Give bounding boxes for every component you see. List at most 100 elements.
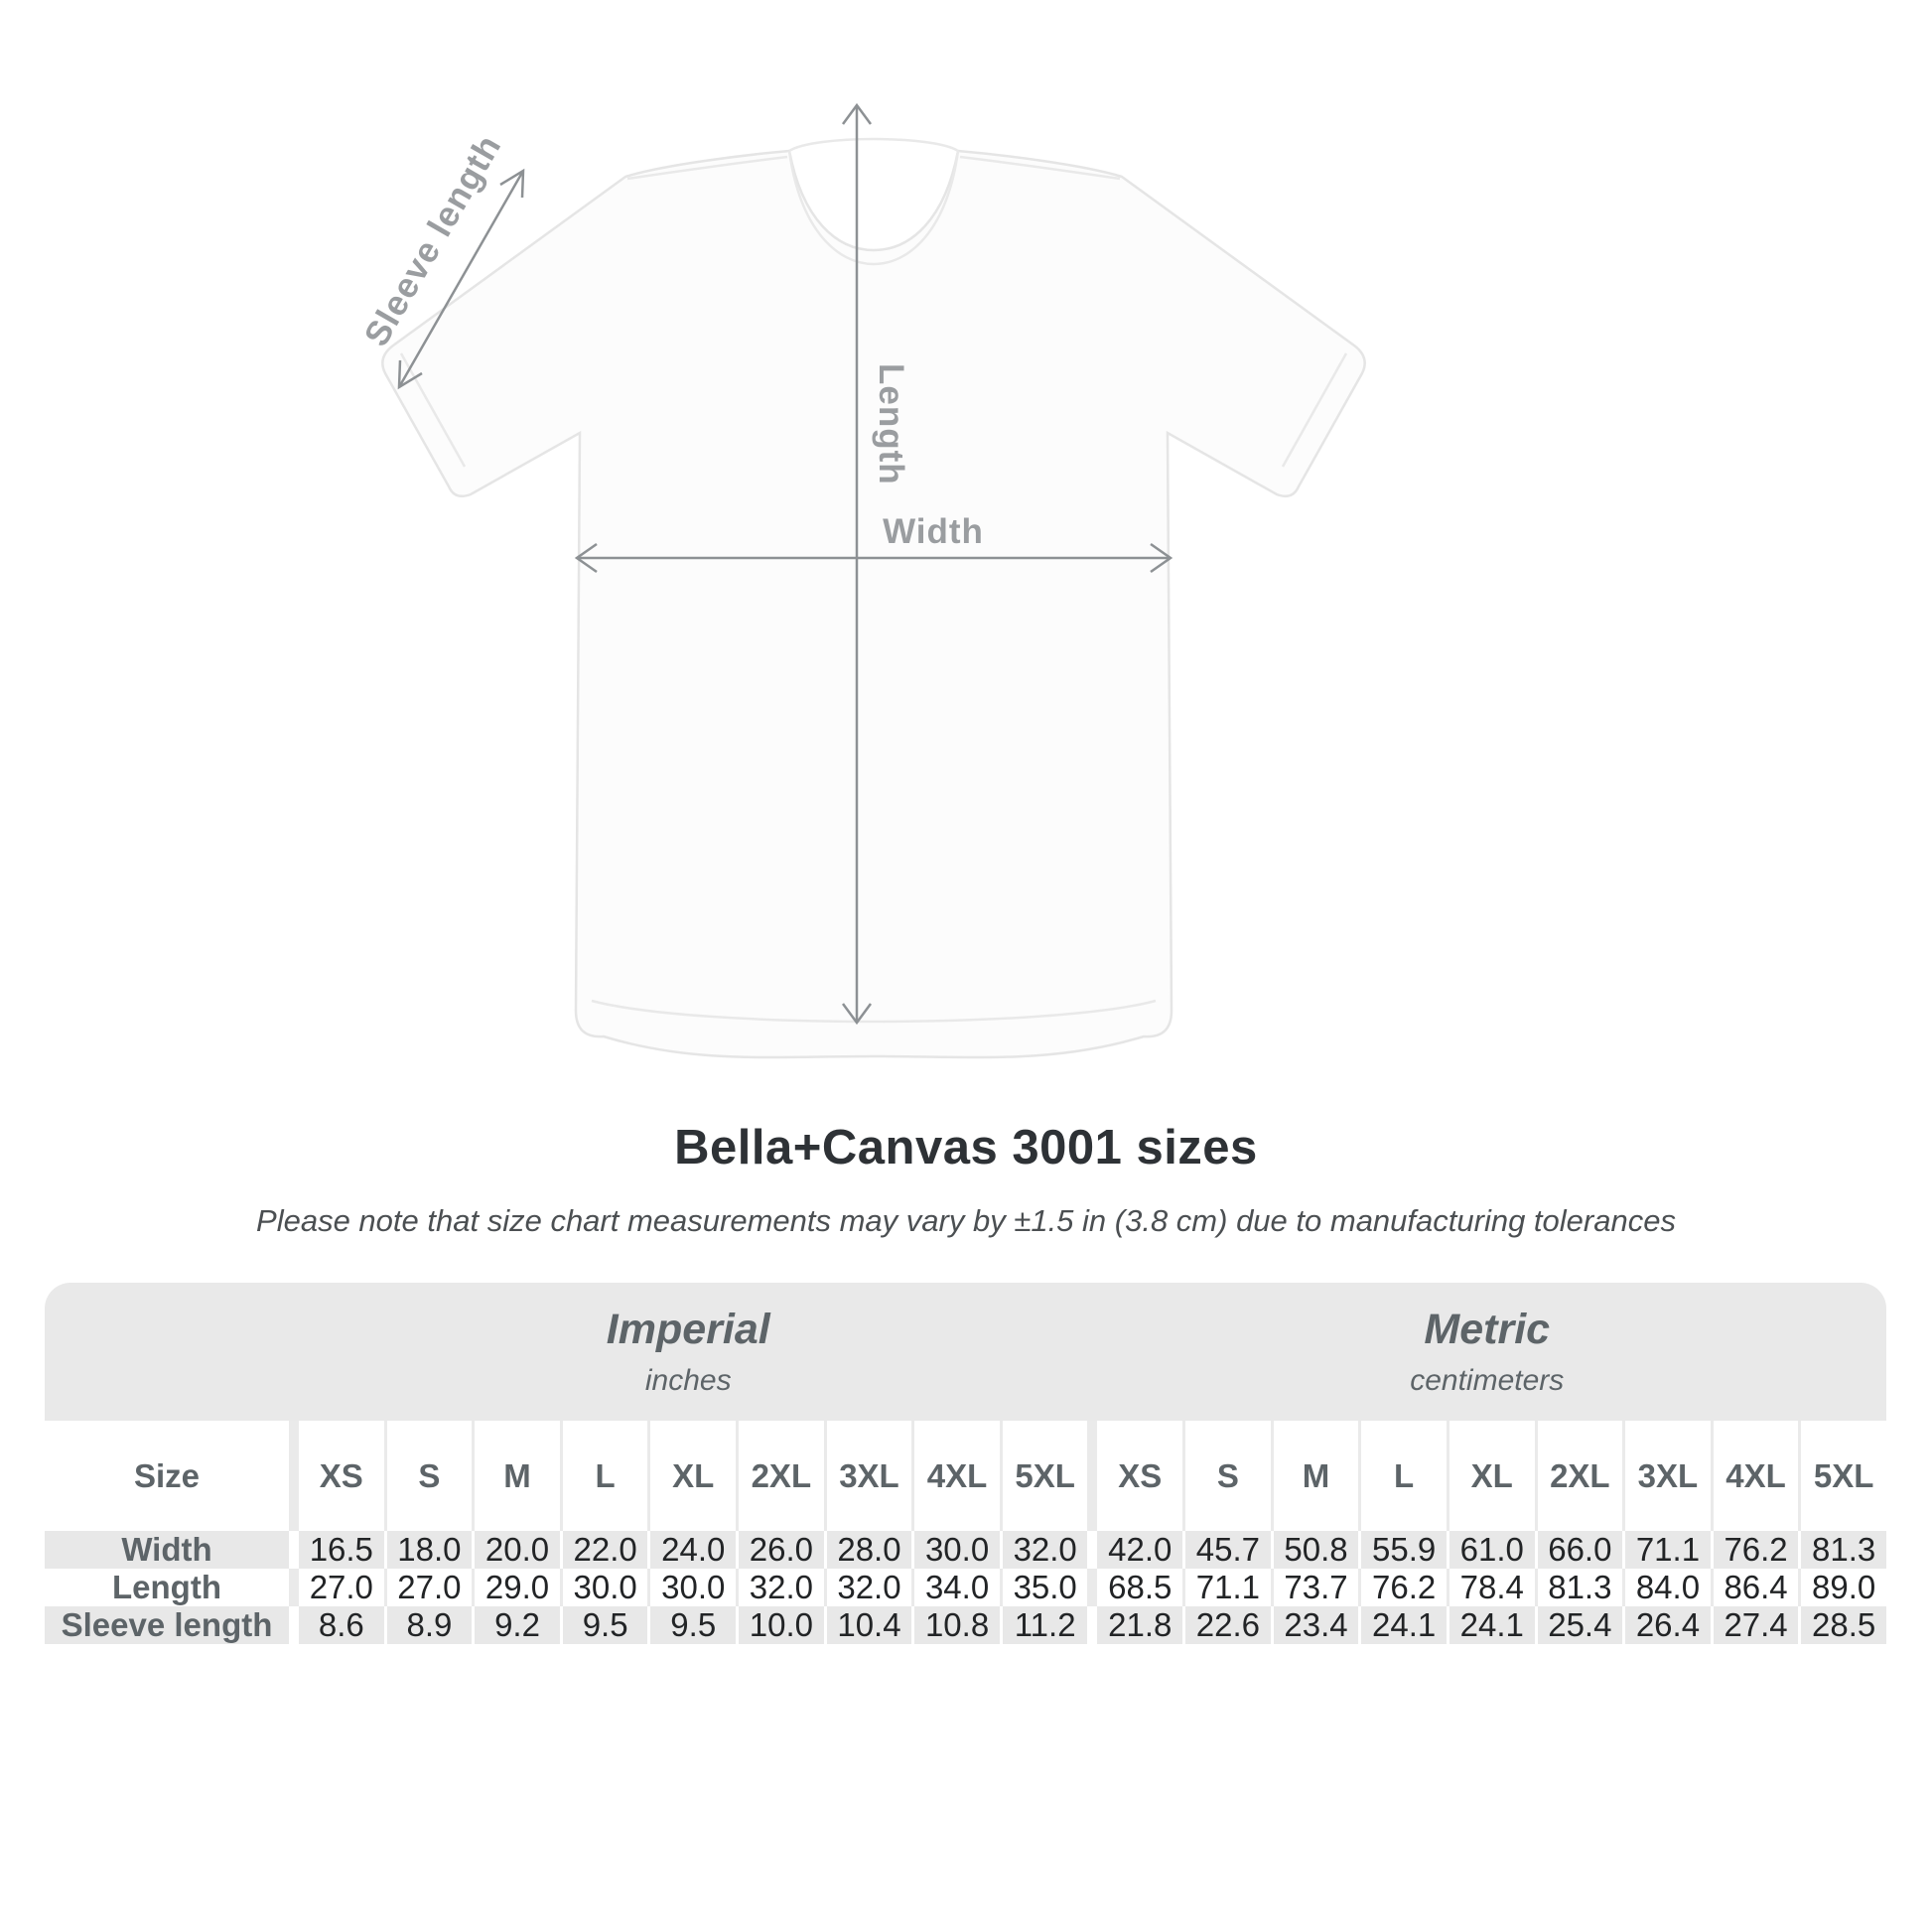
tshirt-diagram: Sleeve length Length Width [356,102,1366,1059]
value-cell: 22.6 [1182,1606,1271,1644]
value-cell: 18.0 [383,1531,473,1569]
size-column-header: 3XL [823,1421,912,1531]
size-column-header: XS [289,1421,384,1531]
value-cell: 73.7 [1270,1569,1359,1606]
size-column-header: 3XL [1622,1421,1711,1531]
value-cell: 27.0 [289,1569,384,1606]
value-cell: 42.0 [1087,1531,1182,1569]
value-cell: 20.0 [472,1531,560,1569]
size-column-header: 2XL [736,1421,824,1531]
size-header: Size [133,1456,201,1494]
value-cell: 71.1 [1622,1531,1711,1569]
value-cell: 76.2 [1358,1569,1447,1606]
value-cell: 9.5 [559,1606,648,1644]
size-column-header: XL [647,1421,736,1531]
row-label: Width [121,1531,212,1568]
group-header-spacer [45,1283,289,1421]
value-cell: 50.8 [1270,1531,1359,1569]
metric-group-title: Metric [1424,1306,1551,1353]
value-cell: 30.0 [647,1569,736,1606]
value-cell: 24.1 [1358,1606,1447,1644]
value-cell: 9.5 [647,1606,736,1644]
value-cell: 89.0 [1798,1569,1886,1606]
value-cell: 10.8 [911,1606,1000,1644]
value-cell: 9.2 [472,1606,560,1644]
size-column-header: 5XL [1798,1421,1886,1531]
width-label: Width [883,512,984,551]
value-cell: 81.3 [1798,1531,1886,1569]
value-cell: 78.4 [1446,1569,1535,1606]
value-cell: 27.4 [1710,1606,1799,1644]
value-cell: 32.0 [736,1569,824,1606]
value-cell: 22.0 [559,1531,648,1569]
size-column-header: S [1182,1421,1271,1531]
value-cell: 32.0 [823,1569,912,1606]
table-row: Sleeve length 8.6 8.9 9.2 9.5 9.5 10.0 10.4 10.8… [45,1606,1886,1644]
table-row: Width 16.5 18.0 20.0 22.0 24.0 26.0 28.0 30.0 32.… [45,1531,1886,1569]
value-cell: 81.3 [1534,1569,1623,1606]
left-shoulder-seam [626,155,788,181]
value-cell: 26.4 [1622,1606,1711,1644]
right-shoulder-seam [959,155,1121,181]
row-label: Sleeve length [61,1606,273,1643]
hem-seam [591,999,1157,1024]
value-cell: 61.0 [1446,1531,1535,1569]
column-header-row: Size XS S M L XL 2XL 3XL 4XL 5XL XS S M L XL 2XL 3XL 4XL… [45,1421,1886,1531]
page-subtitle: Please note that size chart measurements… [256,1203,1676,1238]
size-column-header: 4XL [911,1421,1000,1531]
value-cell: 24.1 [1446,1606,1535,1644]
imperial-group-title: Imperial [606,1306,770,1353]
tshirt-graphic [381,149,1366,1059]
size-column-header: 5XL [999,1421,1088,1531]
value-cell: 28.0 [823,1531,912,1569]
size-column-header: 4XL [1710,1421,1799,1531]
value-cell: 11.2 [999,1606,1088,1644]
size-column-header: L [1358,1421,1447,1531]
value-cell: 84.0 [1622,1569,1711,1606]
value-cell: 45.7 [1182,1531,1271,1569]
length-arrow [841,102,873,1026]
page-title: Bella+Canvas 3001 sizes [674,1121,1258,1174]
value-cell: 30.0 [559,1569,648,1606]
value-cell: 25.4 [1534,1606,1623,1644]
width-arrow [574,542,1173,574]
value-cell: 10.4 [823,1606,912,1644]
table-row: Length 27.0 27.0 29.0 30.0 30.0 32.0 32.0 34.0 35… [45,1569,1886,1606]
size-column-header: M [1270,1421,1359,1531]
group-header-row: Imperial inches Metric centimeters [45,1283,1886,1421]
sleeve-length-arrow [397,168,525,390]
value-cell: 55.9 [1358,1531,1447,1569]
value-cell: 68.5 [1087,1569,1182,1606]
metric-group-header: Metric centimeters [1088,1283,1887,1421]
value-cell: 34.0 [911,1569,1000,1606]
right-cuff-seam [1281,352,1348,468]
imperial-group-unit: inches [644,1364,732,1397]
value-cell: 8.6 [289,1606,384,1644]
value-cell: 71.1 [1182,1569,1271,1606]
metric-group-unit: centimeters [1410,1364,1565,1397]
value-cell: 23.4 [1270,1606,1359,1644]
value-cell: 35.0 [999,1569,1088,1606]
value-cell: 28.5 [1798,1606,1886,1644]
size-column-header: 2XL [1534,1421,1623,1531]
size-column-header: XS [1087,1421,1182,1531]
row-label: Length [112,1569,221,1605]
value-cell: 8.9 [383,1606,473,1644]
left-cuff-seam [399,352,467,468]
collar-seam [787,150,960,266]
value-cell: 29.0 [472,1569,560,1606]
value-cell: 66.0 [1534,1531,1623,1569]
size-table: Imperial inches Metric centimeters Size … [45,1283,1886,1871]
value-cell: 86.4 [1710,1569,1799,1606]
back-collar [788,137,959,153]
value-cell: 26.0 [736,1531,824,1569]
size-column-header: S [383,1421,473,1531]
imperial-group-header: Imperial inches [289,1283,1088,1421]
value-cell: 16.5 [289,1531,384,1569]
length-label: Length [872,363,910,485]
value-cell: 24.0 [647,1531,736,1569]
size-column-header: M [472,1421,560,1531]
value-cell: 30.0 [911,1531,1000,1569]
value-cell: 27.0 [383,1569,473,1606]
value-cell: 21.8 [1087,1606,1182,1644]
